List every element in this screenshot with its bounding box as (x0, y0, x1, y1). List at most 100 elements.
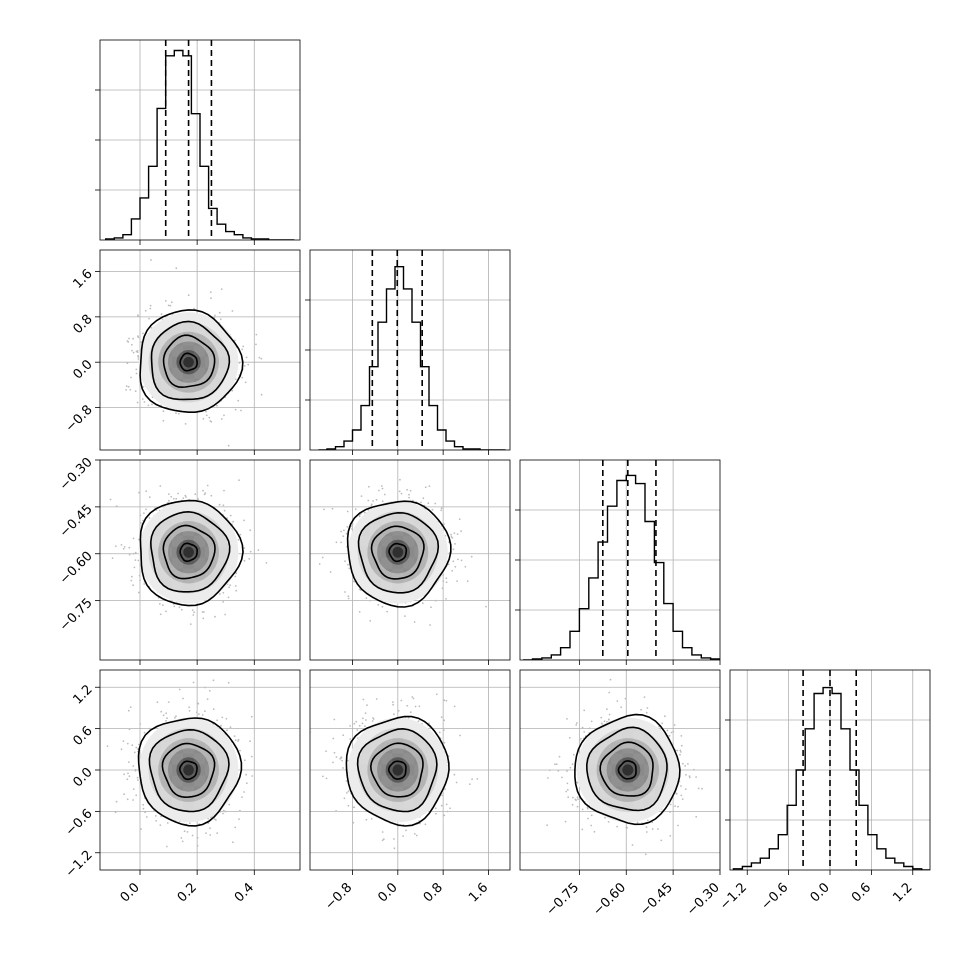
scatter-point (195, 711, 198, 714)
scatter-point (136, 401, 139, 404)
scatter-point (679, 753, 681, 756)
scatter-point (220, 418, 223, 420)
scatter-point (214, 615, 216, 618)
scatter-point (353, 806, 356, 809)
density-cell (381, 797, 393, 809)
scatter-point (471, 778, 473, 781)
scatter-point (571, 763, 574, 766)
scatter-point (198, 713, 200, 715)
scatter-point (367, 499, 370, 502)
density-cell (172, 579, 184, 591)
panel-content (318, 250, 506, 450)
y-tick-label-1-2: 0.8 (70, 312, 95, 337)
scatter-point (175, 267, 178, 270)
contour-line-0 (139, 499, 244, 607)
density-level-5 (183, 356, 194, 368)
scatter-point (137, 779, 139, 781)
scatter-point (409, 489, 412, 492)
scatter-point (693, 768, 695, 771)
scatter-point (127, 761, 130, 763)
density-cell (183, 356, 195, 368)
scatter-point (466, 580, 469, 583)
density-cell (172, 345, 184, 357)
scatter-point (440, 507, 443, 510)
scatter-point (134, 768, 137, 771)
scatter-point (555, 763, 558, 766)
scatter-point (191, 834, 194, 837)
density-cell (194, 797, 206, 809)
scatter-point (109, 498, 112, 501)
scatter-point (265, 562, 268, 564)
x-tick-label-2-2: −0.45 (637, 880, 676, 919)
density-cell (194, 367, 206, 379)
density-cell (205, 764, 217, 776)
scatter-point (620, 706, 623, 709)
density-cell (414, 524, 426, 536)
scatter-point (355, 720, 358, 723)
scatter-point (651, 821, 654, 824)
scatter-point (125, 389, 127, 391)
scatter-point (128, 553, 131, 556)
scatter-point (222, 809, 225, 812)
scatter-point (126, 798, 129, 801)
scatter-point (227, 444, 230, 447)
density-cell (633, 797, 645, 809)
density-cell (392, 524, 404, 536)
scatter-point (680, 744, 683, 747)
scatter-point (182, 697, 184, 700)
scatter-point (363, 511, 366, 514)
scatter-point (123, 546, 126, 548)
density-cell (161, 378, 173, 390)
scatter-point (165, 719, 167, 722)
x-tick-label-1-2: 0.8 (421, 880, 446, 905)
scatter-point (343, 529, 345, 532)
scatter-point (593, 830, 596, 833)
scatter-point (138, 743, 140, 746)
scatter-point (600, 716, 603, 719)
scatter-point (547, 777, 549, 779)
scatter-point (685, 774, 687, 776)
density-cell (633, 753, 645, 765)
density-cell (183, 524, 195, 536)
scatter-point (174, 716, 176, 719)
density-cell (414, 764, 426, 776)
scatter-point (575, 724, 578, 726)
scatter-point (210, 494, 213, 497)
density-cell (150, 753, 162, 765)
scatter-point (202, 489, 204, 492)
scatter-point (399, 478, 401, 481)
density-cell (359, 753, 371, 765)
density-level-5 (392, 546, 404, 558)
contour-line-1 (356, 727, 438, 813)
density-cell (194, 389, 206, 401)
scatter-point (241, 348, 244, 351)
scatter-point (325, 777, 328, 780)
density-level-5 (622, 764, 634, 776)
density-cell (183, 378, 195, 390)
scatter-point (349, 725, 351, 727)
panel-content (310, 693, 479, 850)
scatter-point (178, 606, 181, 609)
scatter-point (225, 717, 228, 720)
panel-frame (309, 459, 511, 661)
scatter-point (239, 809, 241, 812)
scatter-point (237, 738, 240, 741)
scatter-point (381, 839, 384, 842)
x-tick-label-3-4: 1.2 (890, 880, 915, 905)
scatter-point (576, 796, 579, 799)
scatter-point (386, 610, 388, 613)
scatter-point (393, 838, 395, 840)
density-cell (194, 557, 206, 569)
scatter-point (132, 537, 135, 540)
scatter-point (251, 775, 254, 777)
scatter-point (115, 800, 118, 803)
scatter-point (666, 729, 669, 732)
y-tick-label-3-1: −0.6 (63, 806, 96, 839)
scatter-point (351, 806, 354, 809)
scatter-point (205, 832, 207, 834)
scatter-point (402, 835, 404, 837)
scatter-point (453, 705, 456, 708)
contour-line-3 (388, 542, 408, 563)
scatter-point (137, 591, 140, 594)
scatter-point (565, 790, 568, 793)
